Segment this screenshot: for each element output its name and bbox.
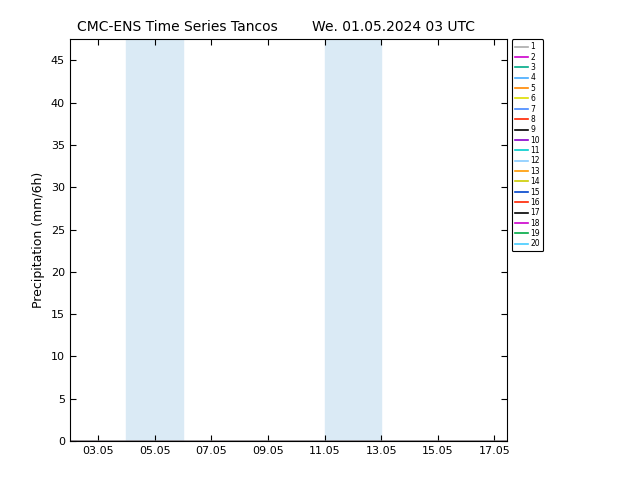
Text: CMC-ENS Time Series Tancos: CMC-ENS Time Series Tancos — [77, 20, 278, 34]
Bar — [325, 39, 381, 441]
Legend: 1, 2, 3, 4, 5, 6, 7, 8, 9, 10, 11, 12, 13, 14, 15, 16, 17, 18, 19, 20: 1, 2, 3, 4, 5, 6, 7, 8, 9, 10, 11, 12, 1… — [512, 39, 543, 251]
Y-axis label: Precipitation (mm/6h): Precipitation (mm/6h) — [32, 172, 45, 308]
Text: We. 01.05.2024 03 UTC: We. 01.05.2024 03 UTC — [311, 20, 475, 34]
Bar — [126, 39, 183, 441]
